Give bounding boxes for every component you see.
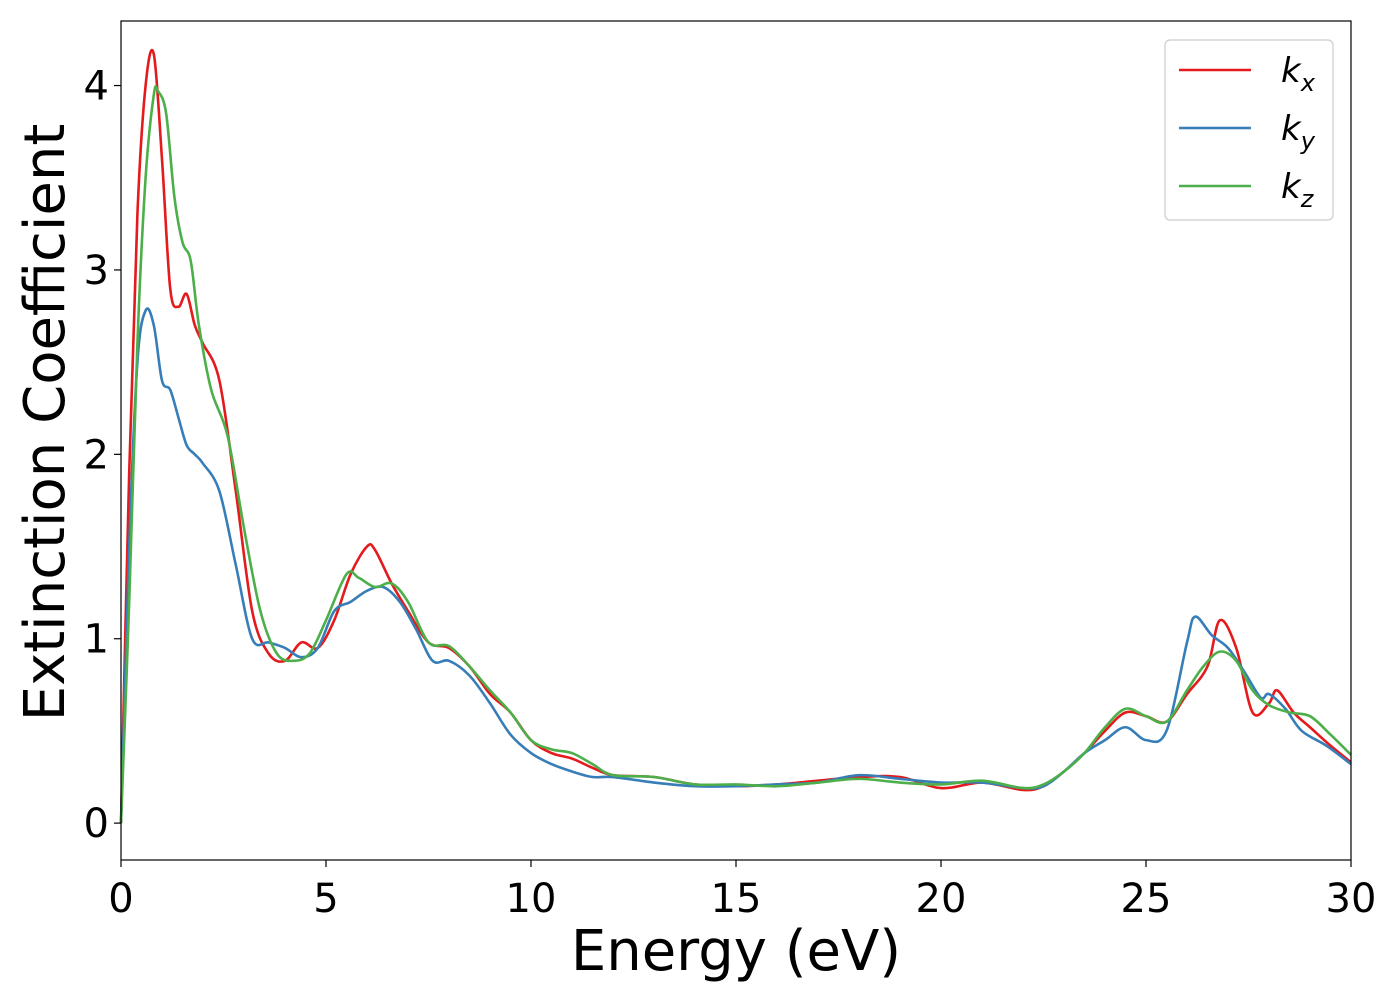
x-tick-label: 25 xyxy=(1121,876,1172,922)
y-tick-label: 2 xyxy=(84,432,109,478)
x-tick-label: 20 xyxy=(916,876,967,922)
legend-label-x: kx xyxy=(1281,51,1316,97)
y-axis-ticks: 0 1 2 3 4 xyxy=(84,64,121,847)
x-tick-label: 5 xyxy=(313,876,338,922)
x-tick-label: 0 xyxy=(108,876,133,922)
legend-label-subscript: z xyxy=(1300,185,1315,213)
legend-label-z: kz xyxy=(1281,167,1315,213)
legend-box xyxy=(1164,39,1334,221)
legend-label-base: k xyxy=(1281,167,1302,207)
series-line-z xyxy=(119,85,1352,824)
legend-label-subscript: x xyxy=(1300,69,1316,97)
legend-label-y: ky xyxy=(1281,109,1316,155)
legend-label-subscript: y xyxy=(1300,127,1316,155)
y-axis-title: Extinction Coefficient xyxy=(13,124,78,722)
y-tick-label: 4 xyxy=(84,64,109,110)
y-tick-label: 0 xyxy=(84,801,109,847)
x-tick-label: 15 xyxy=(711,876,762,922)
plot-lines xyxy=(119,48,1352,824)
x-tick-label: 30 xyxy=(1326,876,1377,922)
legend-label-base: k xyxy=(1281,51,1302,91)
x-axis-title: Energy (eV) xyxy=(571,919,901,984)
y-tick-label: 1 xyxy=(84,617,109,663)
series-line-y xyxy=(119,307,1352,824)
x-tick-label: 10 xyxy=(506,876,557,922)
y-tick-label: 3 xyxy=(84,248,109,294)
legend-label-base: k xyxy=(1281,109,1302,149)
x-axis-ticks: 0 5 10 15 20 25 30 xyxy=(108,860,1376,922)
